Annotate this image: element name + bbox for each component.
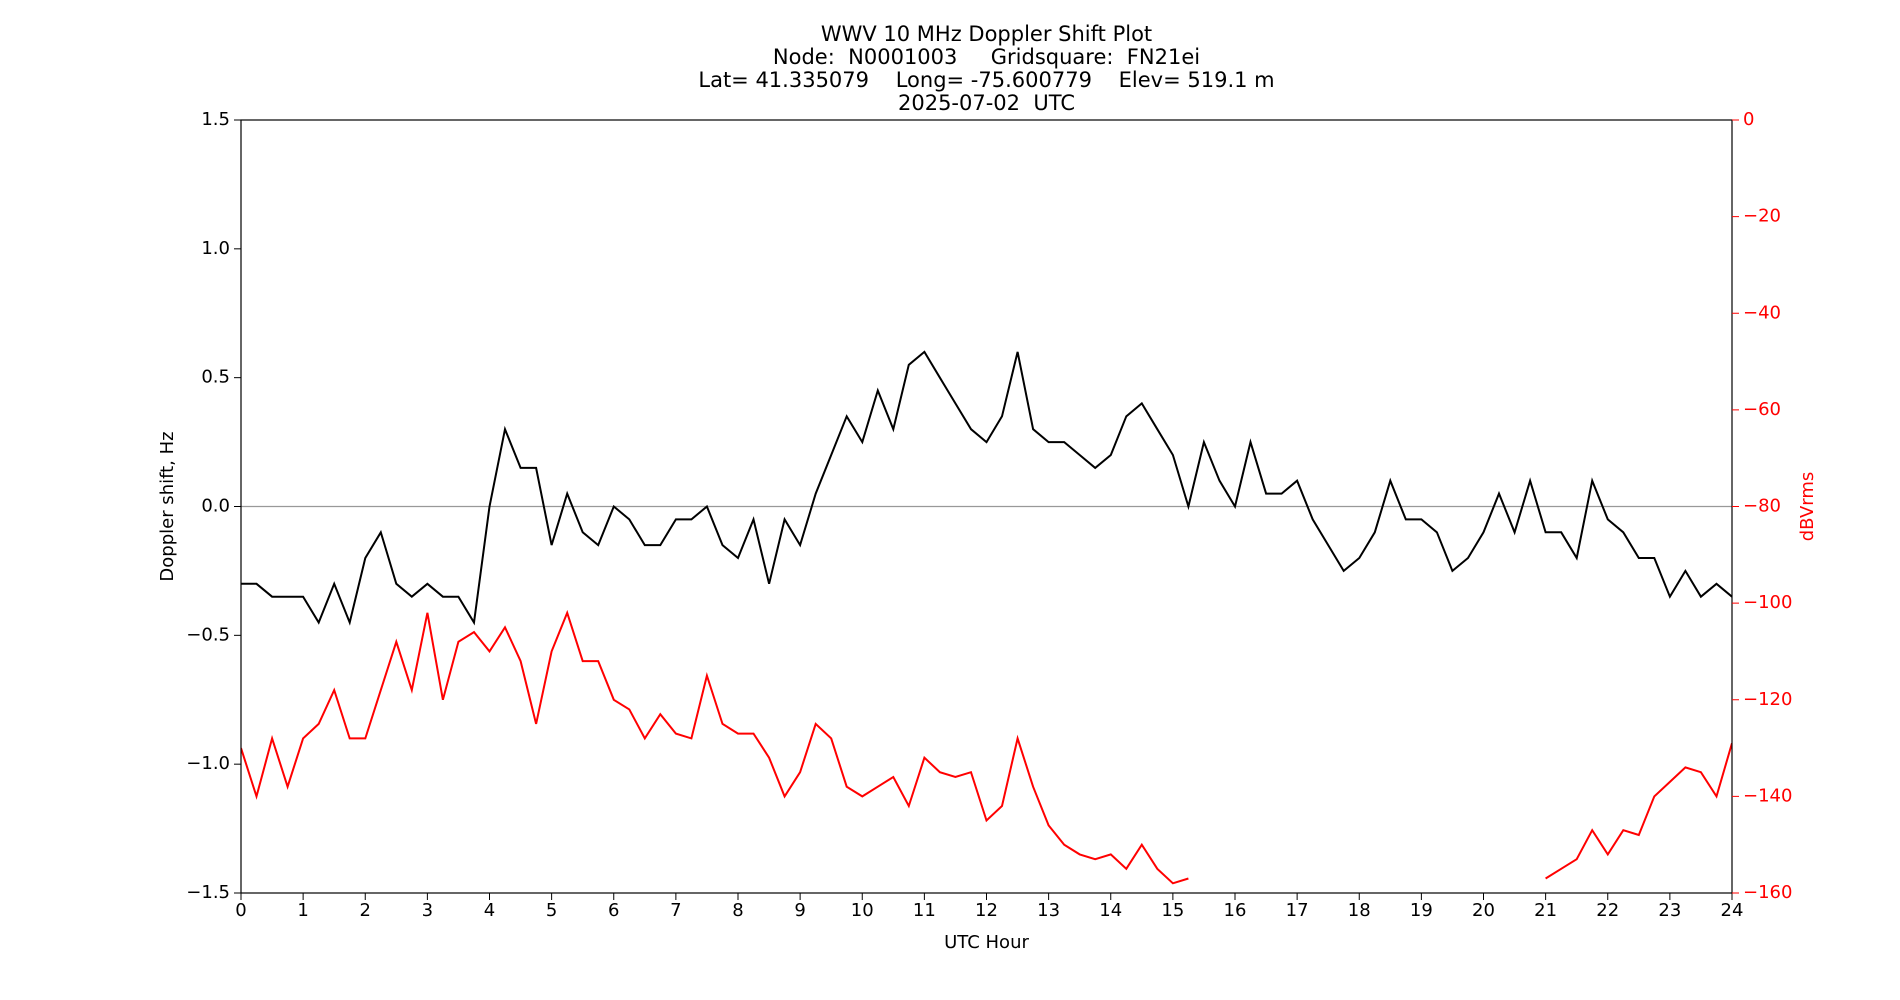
y-tick-label: −1.0 <box>186 753 230 774</box>
chart-title: Node: N0001003 Gridsquare: FN21ei <box>773 45 1200 69</box>
y2-tick-label: −20 <box>1743 206 1781 227</box>
y-axis-label: Doppler shift, Hz <box>157 431 178 581</box>
x-tick-label: 6 <box>608 900 619 921</box>
x-axis-label: UTC Hour <box>944 932 1029 953</box>
chart-title: WWV 10 MHz Doppler Shift Plot <box>821 22 1152 46</box>
x-tick-label: 10 <box>851 900 874 921</box>
x-tick-label: 2 <box>360 900 371 921</box>
y2-tick-label: −40 <box>1743 302 1781 323</box>
y-tick-label: 1.0 <box>201 238 230 259</box>
x-tick-label: 7 <box>670 900 681 921</box>
y-tick-label: −0.5 <box>186 624 230 645</box>
x-tick-label: 12 <box>975 900 998 921</box>
y2-tick-label: −80 <box>1743 496 1781 517</box>
x-tick-label: 15 <box>1161 900 1184 921</box>
y-tick-label: 0.5 <box>201 367 230 388</box>
chart-title: Lat= 41.335079 Long= -75.600779 Elev= 51… <box>698 68 1274 92</box>
y2-tick-label: −160 <box>1743 882 1792 903</box>
y2-tick-label: −60 <box>1743 399 1781 420</box>
x-tick-label: 1 <box>297 900 308 921</box>
x-tick-label: 9 <box>794 900 805 921</box>
y2-tick-label: 0 <box>1743 109 1754 130</box>
x-tick-label: 13 <box>1037 900 1060 921</box>
x-tick-label: 16 <box>1224 900 1247 921</box>
x-tick-label: 24 <box>1721 900 1744 921</box>
x-tick-label: 20 <box>1472 900 1495 921</box>
y2-axis-label: dBVrms <box>1797 472 1818 542</box>
x-tick-label: 11 <box>913 900 936 921</box>
x-tick-label: 5 <box>546 900 557 921</box>
x-tick-label: 8 <box>732 900 743 921</box>
y-tick-label: 1.5 <box>201 109 230 130</box>
plot-area <box>241 350 1732 885</box>
y-tick-label: −1.5 <box>186 882 230 903</box>
y-tick-label: 0.0 <box>201 496 230 517</box>
x-tick-label: 19 <box>1410 900 1433 921</box>
y2-tick-label: −120 <box>1743 689 1792 710</box>
x-tick-label: 3 <box>422 900 433 921</box>
x-tick-label: 0 <box>235 900 246 921</box>
x-tick-label: 4 <box>484 900 495 921</box>
x-tick-label: 21 <box>1534 900 1557 921</box>
chart-title: 2025-07-02 UTC <box>898 91 1075 115</box>
x-tick-label: 23 <box>1658 900 1681 921</box>
x-tick-label: 14 <box>1099 900 1122 921</box>
y2-tick-label: −140 <box>1743 785 1792 806</box>
x-tick-label: 17 <box>1286 900 1309 921</box>
x-tick-label: 22 <box>1596 900 1619 921</box>
series-line <box>241 609 1732 885</box>
y2-tick-label: −100 <box>1743 592 1792 613</box>
series-line <box>241 350 1732 626</box>
x-tick-label: 18 <box>1348 900 1371 921</box>
